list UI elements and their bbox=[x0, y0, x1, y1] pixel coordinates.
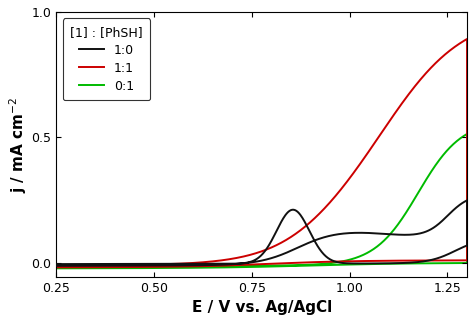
Y-axis label: j / mA cm$^{-2}$: j / mA cm$^{-2}$ bbox=[7, 96, 28, 193]
X-axis label: E / V vs. Ag/AgCl: E / V vs. Ag/AgCl bbox=[191, 300, 332, 315]
Legend: 1:0, 1:1, 0:1: 1:0, 1:1, 0:1 bbox=[63, 18, 150, 100]
